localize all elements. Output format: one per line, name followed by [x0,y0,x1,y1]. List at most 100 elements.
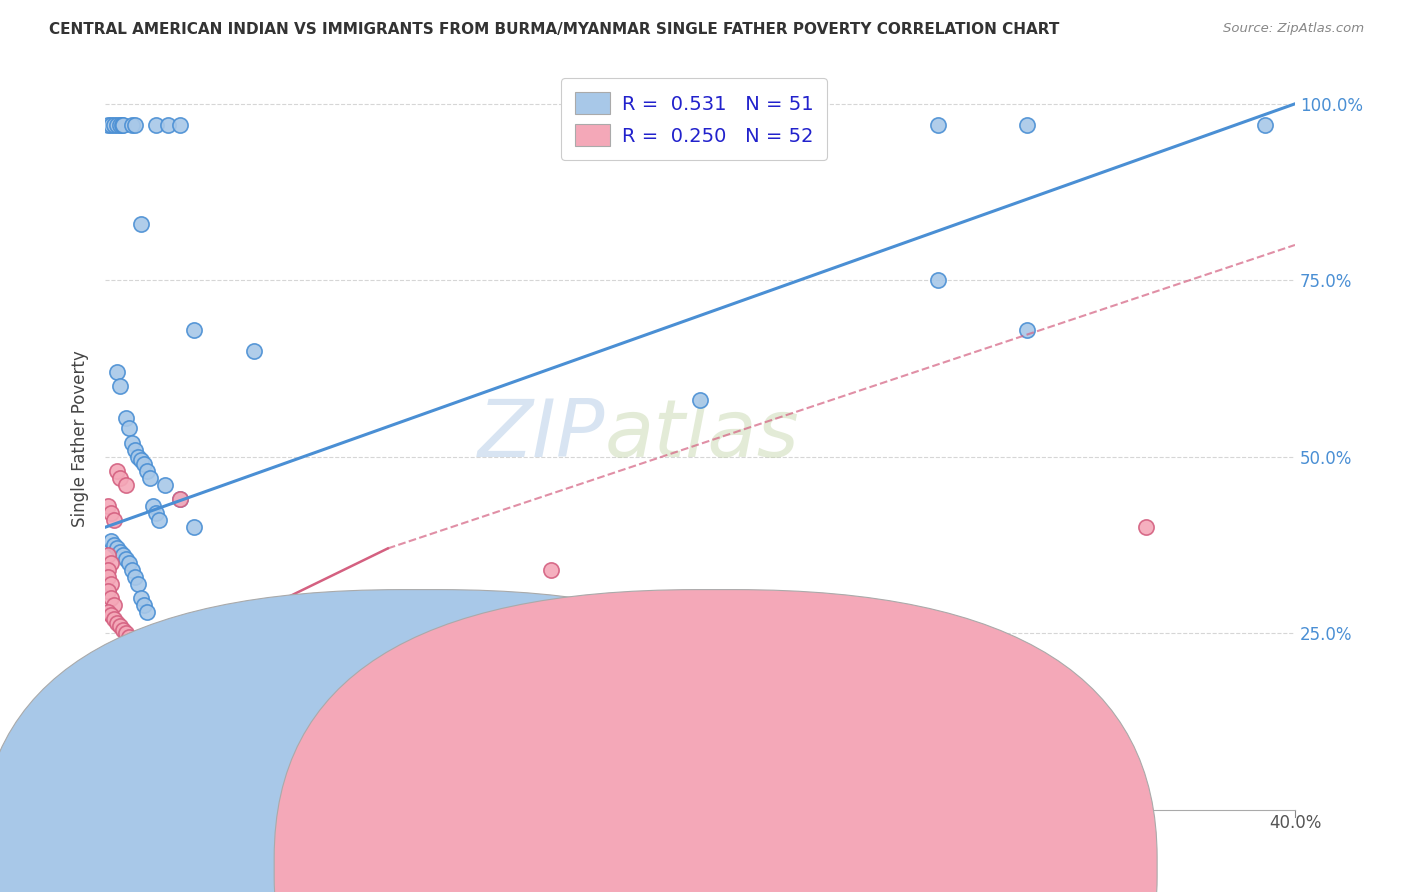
Point [689,393,711,408]
Point [97,563,120,577]
Point [105,118,128,132]
Point [112,665,135,679]
Point [100,591,122,605]
Point [105,657,128,672]
Point [115,478,138,492]
Point [1135,520,1157,534]
Point [100,576,122,591]
Point [105,365,128,379]
Point [145,506,167,520]
Point [129,686,152,700]
Point [132,598,155,612]
Point [124,569,146,583]
Point [108,471,131,485]
Point [121,563,143,577]
Point [145,118,167,132]
Point [118,630,141,644]
Point [1254,118,1277,132]
Point [124,679,146,693]
Point [103,513,125,527]
Point [112,549,135,563]
Point [112,118,135,132]
Text: Immigrants from Burma/Myanmar: Immigrants from Burma/Myanmar [742,860,1002,874]
Text: Source: ZipAtlas.com: Source: ZipAtlas.com [1223,22,1364,36]
Point [148,513,170,527]
Point [103,598,125,612]
Point [108,619,131,633]
Point [139,471,162,485]
Y-axis label: Single Father Poverty: Single Father Poverty [72,351,89,527]
Point [129,453,152,467]
Point [129,742,152,756]
Point [121,435,143,450]
Point [142,499,165,513]
Point [97,569,120,583]
Point [108,379,131,393]
Point [97,499,120,513]
Point [169,491,191,506]
Point [103,538,125,552]
Point [97,549,120,563]
Point [156,118,179,132]
Point [100,650,122,665]
Point [105,541,128,556]
Point [115,626,138,640]
Point [927,273,949,287]
Point [103,654,125,668]
Point [129,591,152,605]
Point [108,118,131,132]
Point [540,563,562,577]
Point [100,556,122,570]
Point [135,464,157,478]
Point [124,637,146,651]
Point [110,118,132,132]
Point [153,704,176,718]
Point [115,668,138,682]
Point [103,612,125,626]
Point [124,442,146,457]
Point [127,640,149,655]
Point [100,118,122,132]
Point [135,605,157,619]
Point [132,746,155,760]
Point [97,583,120,598]
Point [105,464,128,478]
Point [127,739,149,753]
Point [103,118,125,132]
Legend: R =  0.531   N = 51, R =  0.250   N = 52: R = 0.531 N = 51, R = 0.250 N = 52 [561,78,827,160]
Point [1017,118,1039,132]
Point [124,735,146,749]
Point [121,731,143,746]
Point [127,682,149,697]
Text: ZIP: ZIP [478,396,605,475]
Point [569,640,592,655]
Point [153,478,176,492]
Point [118,556,141,570]
Point [124,118,146,132]
Point [169,491,191,506]
Point [183,323,205,337]
Point [118,672,141,686]
Point [97,118,120,132]
Point [183,711,205,725]
Point [97,605,120,619]
Point [108,545,131,559]
Point [118,421,141,435]
Point [129,217,152,231]
Point [115,552,138,566]
Point [112,623,135,637]
Text: atlas: atlas [605,396,800,475]
Point [121,633,143,648]
Point [103,697,125,711]
Point [127,576,149,591]
Point [97,583,120,598]
Point [100,534,122,549]
Point [132,457,155,471]
Point [121,118,143,132]
Point [97,690,120,704]
Point [100,608,122,623]
Point [115,410,138,425]
Point [129,644,152,658]
Point [100,693,122,707]
Point [243,343,266,358]
